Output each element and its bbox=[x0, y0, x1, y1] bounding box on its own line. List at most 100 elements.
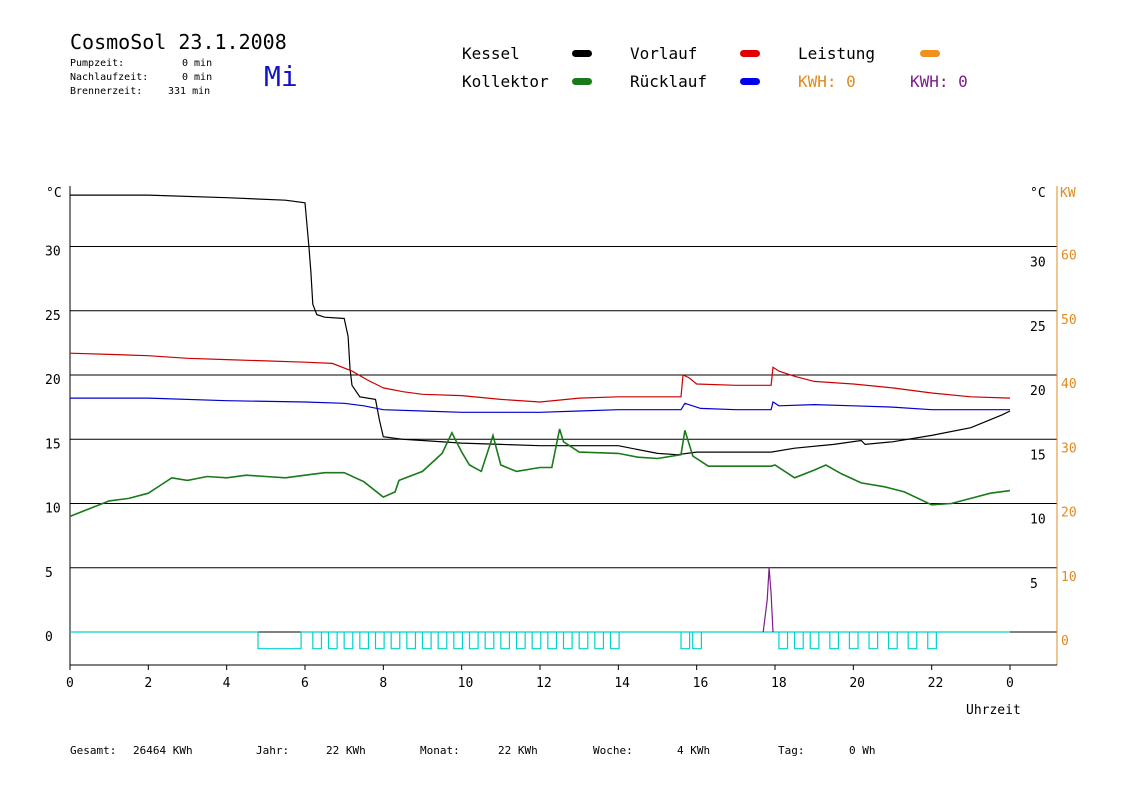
burner-pulse-16 bbox=[562, 632, 573, 650]
pump-time-label: Pumpzeit: bbox=[70, 58, 125, 69]
axes bbox=[69, 186, 1058, 670]
burner-pulse-27 bbox=[868, 632, 879, 650]
footer-woche-label: Woche: bbox=[593, 744, 633, 757]
burner-pulse-5 bbox=[390, 632, 401, 650]
burner-pulse-1 bbox=[327, 632, 338, 650]
burner-pulse-15 bbox=[547, 632, 558, 650]
y-tick-left-label: 5 bbox=[45, 566, 53, 581]
burner-pulse-26 bbox=[848, 632, 859, 650]
burner-pulse-2 bbox=[343, 632, 354, 650]
y-axis-right-unit-c: °C bbox=[1030, 186, 1046, 201]
footer-jahr-value: 22 KWh bbox=[326, 744, 366, 757]
x-tick-label: 8 bbox=[379, 676, 387, 691]
x-tick-label: 22 bbox=[928, 676, 944, 691]
x-tick-label: 16 bbox=[693, 676, 709, 691]
burner-pulse-6 bbox=[406, 632, 417, 650]
burner-pulse-20 bbox=[680, 632, 691, 650]
y-tick-left-label: 15 bbox=[45, 437, 61, 452]
burner-pulse-7 bbox=[421, 632, 432, 650]
y-axis-left-unit: °C bbox=[46, 186, 62, 201]
y-tick-left-label: 25 bbox=[45, 309, 61, 324]
kwh-purple-label: KWH: 0 bbox=[910, 72, 968, 91]
y-tick-left-label: 0 bbox=[45, 630, 53, 645]
x-axis-label: Uhrzeit bbox=[966, 703, 1021, 718]
legend-kessel-swatch bbox=[572, 50, 592, 57]
burner-pulse-12 bbox=[500, 632, 511, 650]
series-vorlauf bbox=[69, 352, 1011, 403]
legend-ruecklauf: Rücklauf bbox=[630, 72, 708, 91]
y-tick-right-kw-label: 0 bbox=[1061, 634, 1069, 649]
burner-pulse-17 bbox=[578, 632, 589, 650]
footer-monat-value: 22 KWh bbox=[498, 744, 538, 757]
series-kessel bbox=[70, 194, 1011, 456]
burner-pulse-3 bbox=[359, 632, 370, 650]
series-ruecklauf bbox=[70, 397, 1010, 413]
series-kwh_purple bbox=[762, 567, 774, 633]
x-tick-label: 18 bbox=[771, 676, 787, 691]
series-burner bbox=[70, 631, 1010, 650]
burner-pulse-22 bbox=[778, 632, 789, 650]
burner-pulse-14 bbox=[531, 632, 542, 650]
kwh-orange-label: KWH: 0 bbox=[798, 72, 856, 91]
legend-leistung: Leistung bbox=[798, 44, 876, 63]
y-tick-right-c-label: 15 bbox=[1030, 448, 1046, 463]
y-axis-right-unit-kw: KW bbox=[1060, 186, 1076, 201]
burner-pulse-25 bbox=[829, 632, 840, 650]
legend-vorlauf: Vorlauf bbox=[630, 44, 698, 63]
burner-pulse-4 bbox=[374, 632, 385, 650]
tick-labels: 0 2 4 6 8 10 12 14 16 18 20 22 0 0 5 10 15 20 25 30 5 10 15 20 2… bbox=[45, 245, 1077, 692]
x-tick-label: 12 bbox=[536, 676, 552, 691]
burner-pulse-28 bbox=[887, 632, 898, 650]
burner-time-label: Brennerzeit: bbox=[70, 86, 143, 97]
burner-pulse-30 bbox=[927, 632, 937, 650]
weekday-label: Mi bbox=[264, 60, 298, 93]
page-title: CosmoSol 23.1.2008 bbox=[70, 30, 287, 54]
y-tick-right-c-label: 5 bbox=[1030, 577, 1038, 592]
y-tick-left-label: 10 bbox=[45, 502, 61, 517]
legend-leistung-swatch bbox=[920, 50, 940, 57]
burner-pulse-13 bbox=[515, 632, 526, 650]
legend-kessel: Kessel bbox=[462, 44, 520, 63]
y-tick-left-label: 30 bbox=[45, 245, 61, 260]
x-tick-label: 14 bbox=[614, 676, 630, 691]
y-tick-right-c-label: 30 bbox=[1030, 256, 1046, 271]
x-tick-label: 4 bbox=[223, 676, 231, 691]
footer-monat-label: Monat: bbox=[420, 744, 460, 757]
burner-pulse-8 bbox=[437, 632, 448, 650]
legend-ruecklauf-swatch bbox=[740, 78, 760, 85]
y-tick-right-c-label: 20 bbox=[1030, 384, 1046, 399]
pump-time-value: 0 min bbox=[182, 58, 213, 69]
y-tick-right-c-label: 10 bbox=[1030, 513, 1046, 528]
footer-tag-value: 0 Wh bbox=[849, 744, 876, 757]
series-layer bbox=[69, 194, 1011, 650]
x-tick-label: 2 bbox=[144, 676, 152, 691]
y-tick-right-kw-label: 40 bbox=[1061, 377, 1077, 392]
x-tick-label: 10 bbox=[458, 676, 474, 691]
y-tick-right-kw-label: 20 bbox=[1061, 506, 1077, 521]
legend-kollektor: Kollektor bbox=[462, 72, 549, 91]
x-tick-label: 0 bbox=[66, 676, 74, 691]
y-tick-left-label: 20 bbox=[45, 373, 61, 388]
burner-pulse-24 bbox=[809, 632, 820, 650]
burner-pulse-29 bbox=[907, 632, 918, 650]
footer-tag-label: Tag: bbox=[778, 744, 805, 757]
y-tick-right-kw-label: 50 bbox=[1061, 313, 1077, 328]
burner-pulse-21 bbox=[692, 632, 702, 650]
afterrun-time-label: Nachlaufzeit: bbox=[70, 72, 149, 83]
burner-pulse-23 bbox=[793, 632, 804, 650]
series-kollektor bbox=[69, 428, 1011, 518]
burner-pulse-0 bbox=[312, 632, 323, 650]
legend-kollektor-swatch bbox=[572, 78, 592, 85]
afterrun-time-value: 0 min bbox=[182, 72, 213, 83]
burner-pulse-9 bbox=[453, 632, 464, 650]
burner-pulse-18 bbox=[594, 632, 605, 650]
burner-time-value: 331 min bbox=[168, 86, 211, 97]
footer-gesamt-label: Gesamt: bbox=[70, 744, 117, 757]
y-tick-right-kw-label: 30 bbox=[1061, 441, 1077, 456]
x-tick-label: 20 bbox=[849, 676, 865, 691]
burner-pulse-19 bbox=[609, 632, 620, 650]
x-tick-label: 0 bbox=[1006, 676, 1014, 691]
footer-jahr-label: Jahr: bbox=[256, 744, 290, 757]
burner-pulse-11 bbox=[484, 632, 495, 650]
